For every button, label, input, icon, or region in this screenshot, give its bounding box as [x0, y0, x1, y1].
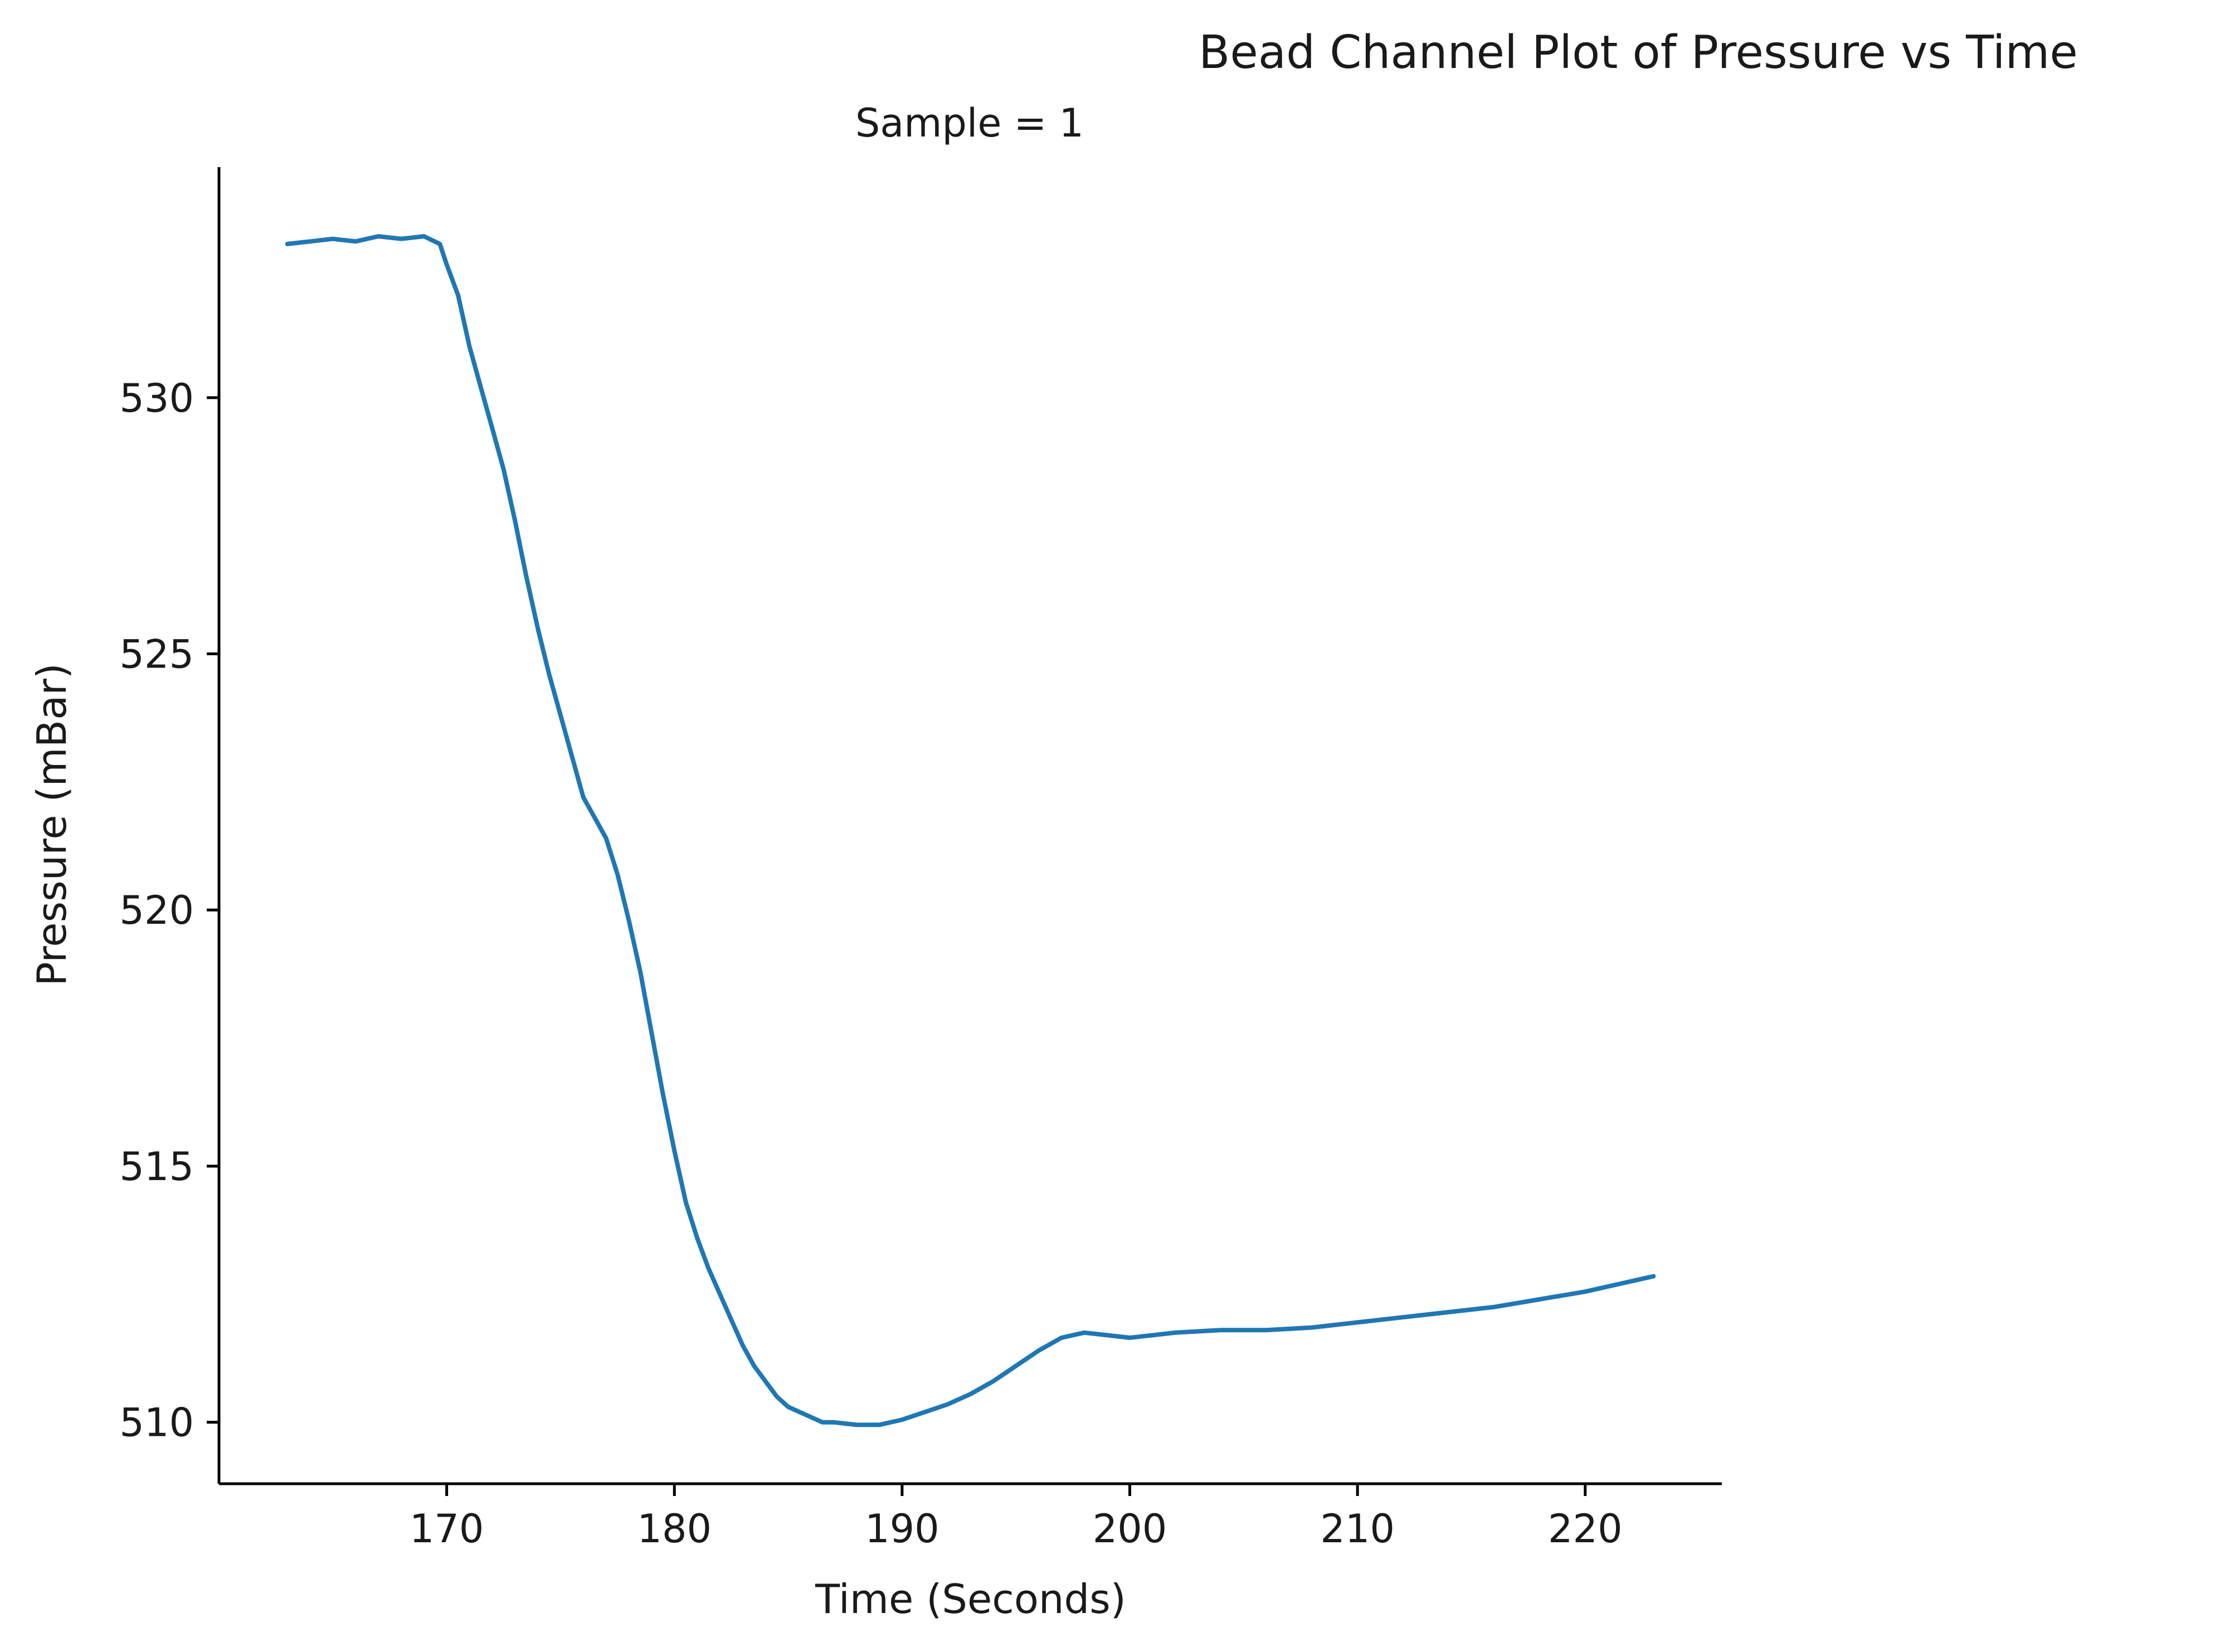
y-tick-label: 520: [119, 888, 194, 933]
x-tick-label: 170: [410, 1506, 484, 1552]
chart-title: Bead Channel Plot of Pressure vs Time: [1199, 26, 2078, 79]
y-tick-label: 530: [119, 376, 194, 421]
x-tick-label: 190: [865, 1506, 939, 1552]
x-tick-label: 180: [637, 1506, 712, 1552]
y-tick-label: 525: [119, 631, 194, 677]
y-ticks: 510 515 520 525 530: [119, 376, 219, 1446]
x-axis-label: Time (Seconds): [815, 1576, 1126, 1622]
axes: 170 180 190 200 210 220 510 515 520 525 530: [119, 167, 1722, 1552]
x-tick-label: 220: [1548, 1506, 1623, 1552]
y-tick-label: 515: [119, 1144, 194, 1190]
series-line: [285, 234, 1656, 1427]
x-tick-label: 200: [1093, 1506, 1167, 1552]
x-ticks: 170 180 190 200 210 220: [410, 1484, 1623, 1552]
y-tick-label: 510: [119, 1400, 194, 1446]
y-axis-label: Pressure (mBar): [28, 663, 75, 986]
x-tick-label: 210: [1320, 1506, 1395, 1552]
chart-subtitle: Sample = 1: [855, 100, 1084, 146]
